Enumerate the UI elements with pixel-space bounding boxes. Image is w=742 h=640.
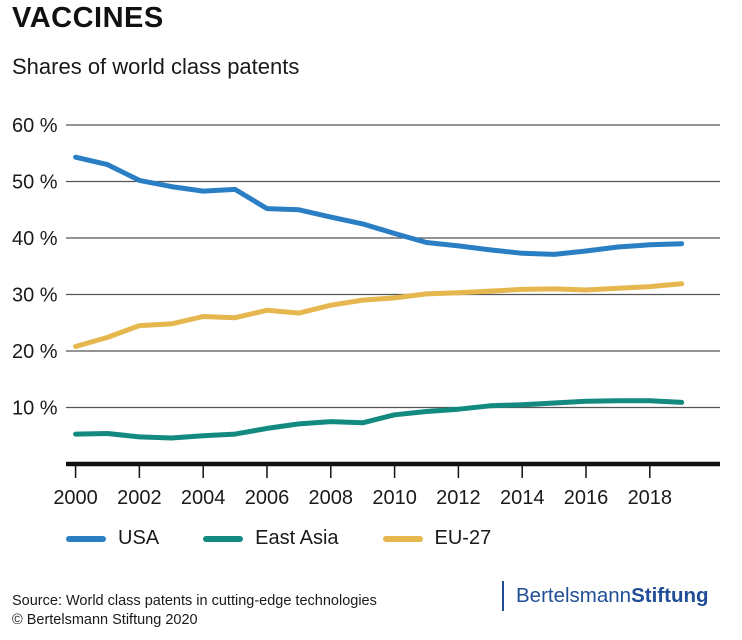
x-tick-label-2006: 2006: [245, 487, 290, 509]
y-tick-label-60: 60 %: [12, 115, 58, 137]
x-tick-label-2014: 2014: [500, 487, 545, 509]
x-tick-label-2012: 2012: [436, 487, 481, 509]
x-tick-label-2002: 2002: [117, 487, 162, 509]
source-line: Source: World class patents in cutting-e…: [12, 593, 377, 609]
x-tick-label-2004: 2004: [181, 487, 226, 509]
source-note: Source: World class patents in cutting-e…: [12, 592, 377, 630]
legend-swatch-usa: [66, 535, 106, 542]
legend-label-usa: USA: [118, 527, 160, 549]
copyright-line: © Bertelsmann Stiftung 2020: [12, 612, 198, 628]
y-tick-label-30: 30 %: [12, 285, 58, 307]
brand-logo-part1: Bertelsmann: [516, 584, 632, 607]
chart-title: VACCINES: [12, 2, 164, 34]
y-tick-label-50: 50 %: [12, 172, 58, 194]
series-line-east-asia: [73, 398, 685, 441]
y-tick-label-20: 20 %: [12, 341, 58, 363]
x-tick-label-2000: 2000: [53, 487, 98, 509]
legend-label-east-asia: East Asia: [255, 527, 339, 549]
legend-item-east-asia: East Asia: [203, 527, 339, 550]
line-chart: 60 % 50 % 40 % 30 % 20 % 10 % 2000 2002 2004 2006…: [12, 115, 720, 509]
brand-logo: Bertelsmann Stiftung: [502, 581, 709, 611]
brand-logo-part2: Stiftung: [631, 584, 709, 607]
legend-item-eu-27: EU-27: [382, 527, 492, 550]
legend-item-usa: USA: [66, 527, 159, 550]
x-tick-label-2008: 2008: [309, 487, 354, 509]
series-line-usa: [73, 154, 685, 257]
chart-legend: USA East Asia EU-27: [66, 527, 535, 550]
legend-swatch-eu-27: [382, 535, 423, 542]
x-tick-label-2010: 2010: [372, 487, 417, 509]
legend-swatch-east-asia: [203, 535, 244, 542]
y-tick-label-10: 10 %: [12, 398, 58, 420]
y-tick-label-40: 40 %: [12, 228, 58, 250]
series-line-eu-27: [73, 281, 685, 349]
chart-subtitle: Shares of world class patents: [12, 54, 300, 79]
x-tick-label-2016: 2016: [564, 487, 609, 509]
x-tick-label-2018: 2018: [628, 487, 673, 509]
legend-label-eu-27: EU-27: [434, 527, 492, 549]
